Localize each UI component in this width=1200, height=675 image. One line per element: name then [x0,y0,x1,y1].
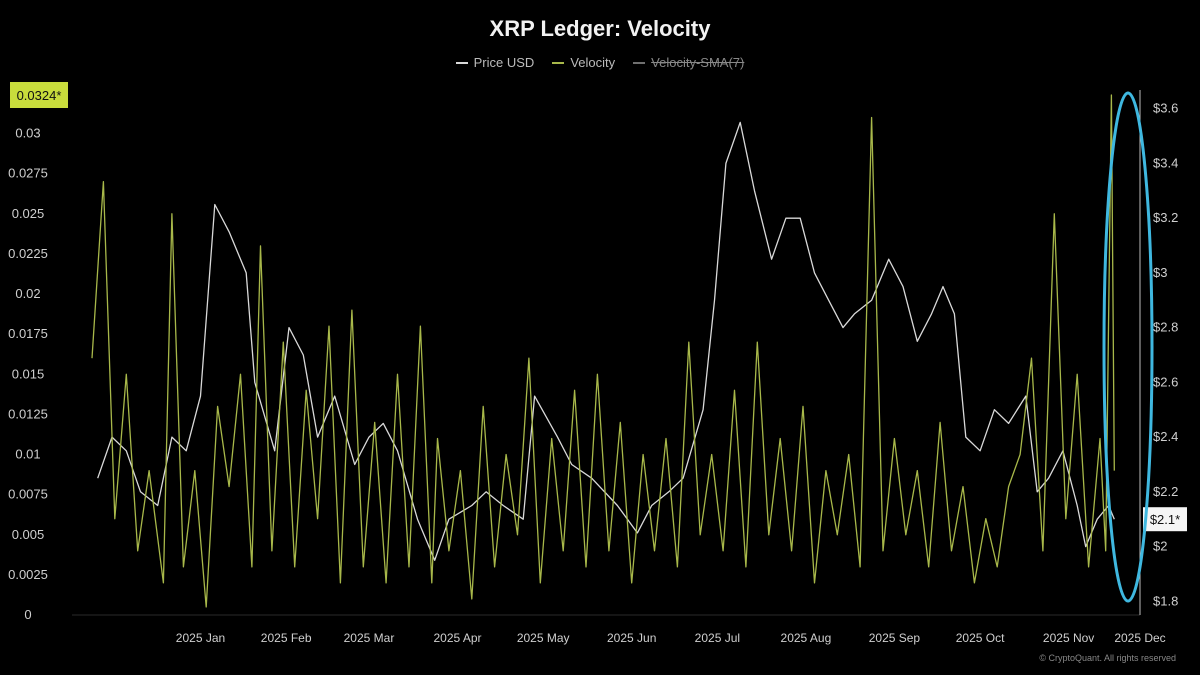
y-left-tick-label: 0.0075 [8,487,48,502]
chart-legend: Price USD Velocity Velocity-SMA(7) [0,55,1200,70]
x-tick-label: 2025 Nov [1043,631,1094,645]
y-right-tick-label: $2.4 [1153,429,1178,444]
chart-title: XRP Ledger: Velocity [489,16,711,41]
y-right-tick-label: $1.8 [1153,593,1178,608]
y-left-tick-label: 0.0275 [8,166,48,181]
y-right-tick-label: $3.2 [1153,210,1178,225]
y-left-tick-label: 0 [24,607,31,622]
y-right-last-value-label: $2.1* [1150,512,1180,527]
legend-item-velocity-sma[interactable]: Velocity-SMA(7) [633,55,744,70]
legend-item-velocity[interactable]: Velocity [552,55,615,70]
y-left-last-value-badge [10,82,68,108]
y-right-tick-label: $3.6 [1153,101,1178,116]
y-left-tick-label: 0.0125 [8,406,48,421]
y-left-tick-label: 0.005 [12,527,45,542]
x-tick-label: 2025 Oct [956,631,1005,645]
x-tick-label: 2025 Feb [261,631,312,645]
y-right-tick-label: $2.2 [1153,484,1178,499]
y-left-last-value-label: 0.0324* [17,88,62,103]
legend-swatch-price [455,61,468,64]
x-tick-label: 2025 Aug [781,631,832,645]
y-right-tick-label: $2.8 [1153,320,1178,335]
legend-label: Price USD [473,55,535,70]
x-tick-label: 2025 Jan [176,631,225,645]
y-left-tick-label: 0.0225 [8,246,48,261]
x-tick-label: 2025 May [517,631,570,645]
y-left-tick-label: 0.03 [15,126,40,141]
y-right-tick-label: $3 [1153,265,1167,280]
y-left-tick-label: 0.02 [15,286,40,301]
x-tick-label: 2025 Apr [433,631,481,645]
series-line-velocity [91,94,1115,608]
y-left-tick-label: 0.0025 [8,567,48,582]
y-left-tick-label: 0.0175 [8,326,48,341]
legend-swatch-velocity [552,61,565,64]
y-right-tick-label: $3.4 [1153,155,1178,170]
y-left-tick-label: 0.01 [15,447,40,462]
legend-label: Velocity-SMA(7) [651,55,745,70]
y-right-tick-label: $2 [1153,539,1167,554]
series-line-price-usd [97,121,1115,561]
copyright-credit: © CryptoQuant. All rights reserved [1039,653,1176,663]
y-right-last-value-badge [1143,507,1187,532]
x-tick-label: 2025 Mar [344,631,395,645]
y-left-tick-label: 0.015 [12,366,45,381]
legend-label: Velocity [570,55,616,70]
legend-item-price-usd[interactable]: Price USD [455,55,535,70]
x-tick-label: 2025 Jun [607,631,656,645]
highlight-ellipse [1102,91,1154,603]
x-tick-label: 2025 Dec [1114,631,1165,645]
x-tick-label: 2025 Sep [869,631,921,645]
y-right-tick-label: $2.6 [1153,374,1178,389]
y-left-tick-label: 0.025 [12,206,45,221]
legend-swatch-sma [633,61,646,64]
x-tick-label: 2025 Jul [695,631,740,645]
